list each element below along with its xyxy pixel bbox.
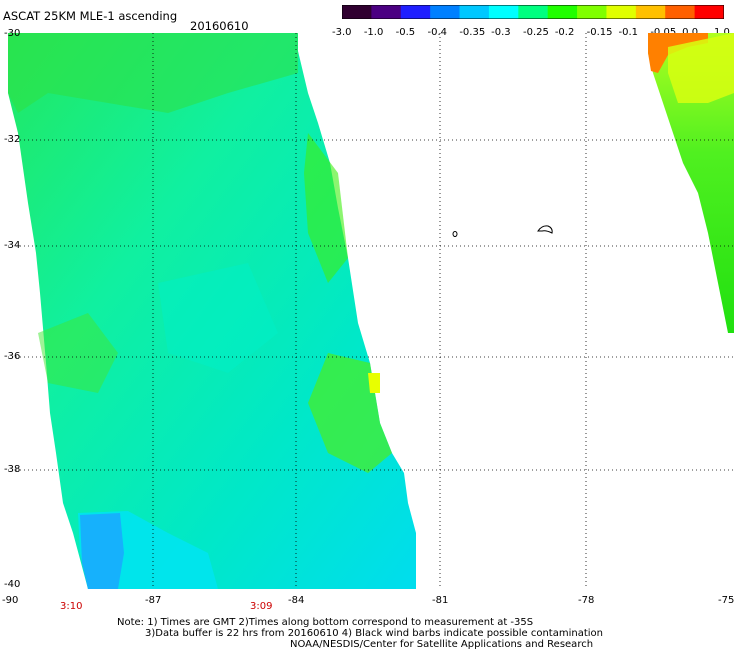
note-line-2: 3)Data buffer is 22 hrs from 20160610 4)… xyxy=(145,628,603,639)
note-line-3: NOAA/NESDIS/Center for Satellite Applica… xyxy=(290,639,594,650)
colorbar-swatch xyxy=(694,5,724,19)
x-tick-label: -87 xyxy=(145,595,162,606)
colorbar xyxy=(342,5,724,19)
x-tick-label: -78 xyxy=(578,595,595,606)
yellow-patch xyxy=(668,33,734,103)
island xyxy=(452,231,458,237)
colorbar-label: -0.2 xyxy=(554,27,575,38)
colorbar-swatch xyxy=(547,5,578,19)
y-tick-label: -30 xyxy=(4,28,21,39)
colorbar-swatch xyxy=(400,5,431,19)
colorbar-swatch xyxy=(459,5,490,19)
y-tick-label: -36 xyxy=(4,351,21,362)
pass-time: 3:09 xyxy=(250,601,273,612)
swath-map xyxy=(8,33,734,589)
colorbar-swatch xyxy=(430,5,461,19)
colorbar-swatch xyxy=(635,5,666,19)
colorbar-label: -0.5 xyxy=(395,27,416,38)
x-tick-label: -84 xyxy=(288,595,305,606)
colorbar-label: 0.0 xyxy=(682,27,699,38)
colorbar-labels: -3.0 -1.0 -0.5 -0.4 -0.35 -0.3 -0.25 -0.2 -0.15-… xyxy=(330,27,740,39)
colorbar-label: 1.0 xyxy=(714,27,730,38)
y-tick-label: -32 xyxy=(4,134,21,145)
y-tick-label: -34 xyxy=(4,240,21,251)
map-date: 20160610 xyxy=(190,19,249,33)
x-tick-label: -75 xyxy=(718,595,735,606)
colorbar-swatch xyxy=(577,5,607,19)
colorbar-label: -3.0 xyxy=(332,27,352,38)
x-tick-label: -81 xyxy=(432,595,449,606)
yellow-patch xyxy=(368,373,380,393)
island xyxy=(537,225,553,234)
map-title: ASCAT 25KM MLE-1 ascending xyxy=(3,9,178,23)
colorbar-swatch xyxy=(606,5,637,19)
green-patch xyxy=(304,133,348,283)
blue-patch xyxy=(80,513,124,589)
right-swath xyxy=(648,33,734,333)
pass-time: 3:10 xyxy=(60,601,83,612)
note-line-1: Note: 1) Times are GMT 2)Times along bot… xyxy=(117,617,534,628)
colorbar-label: -0.3 xyxy=(491,27,511,38)
colorbar-swatch xyxy=(371,5,402,19)
colorbar-swatch xyxy=(518,5,549,19)
colorbar-label: -0.25 xyxy=(523,27,549,38)
teal-patch xyxy=(158,263,278,373)
colorbar-swatch xyxy=(488,5,519,19)
colorbar-swatch xyxy=(665,5,696,19)
colorbar-label: -0.05 xyxy=(650,27,677,38)
y-tick-label: -38 xyxy=(4,464,21,475)
colorbar-swatch xyxy=(342,5,372,19)
colorbar-label: -0.15 xyxy=(586,27,613,38)
colorbar-label: -0.35 xyxy=(459,27,486,38)
green-patch xyxy=(38,313,118,393)
y-tick-label: -40 xyxy=(4,579,21,590)
colorbar-label: -0.1 xyxy=(618,27,639,38)
x-tick-label: -90 xyxy=(2,595,19,606)
colorbar-label: -1.0 xyxy=(363,27,384,38)
colorbar-label: -0.4 xyxy=(427,27,448,38)
